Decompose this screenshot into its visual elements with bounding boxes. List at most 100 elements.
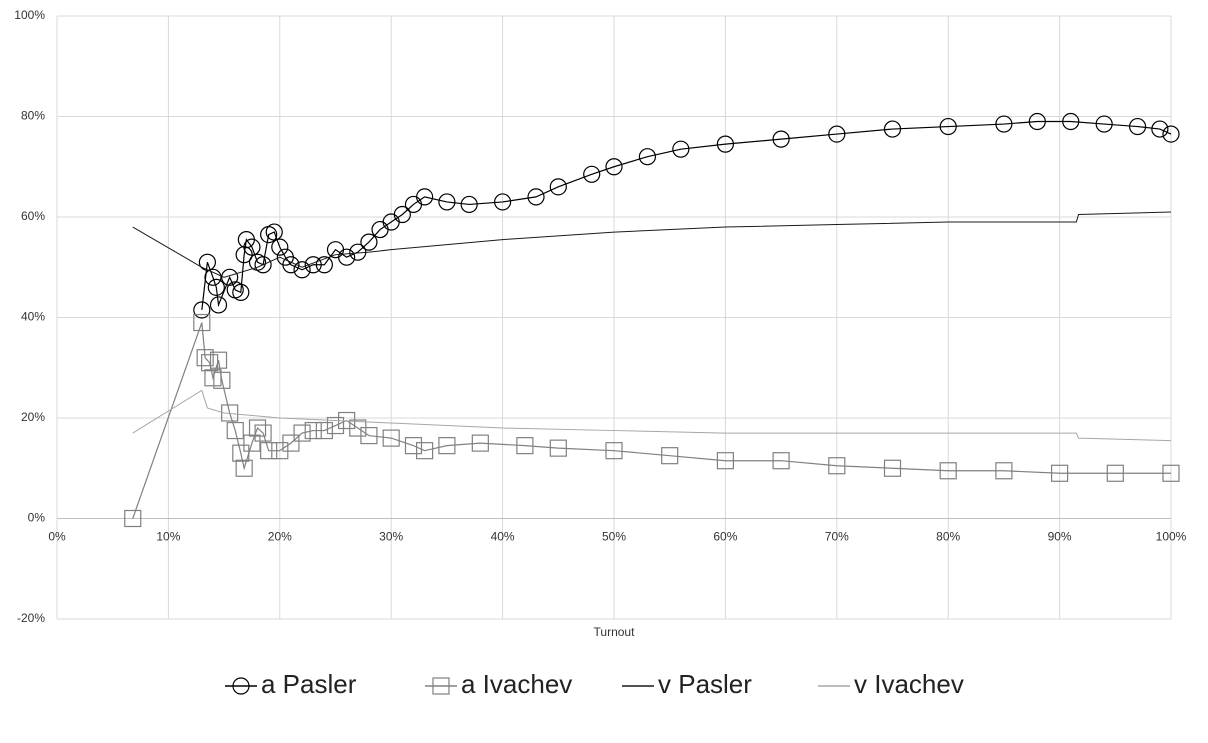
point xyxy=(1162,125,1180,143)
point xyxy=(360,426,378,445)
point xyxy=(293,424,311,442)
point xyxy=(360,233,378,251)
point xyxy=(243,238,261,256)
legend-marker xyxy=(432,677,450,695)
point xyxy=(293,261,311,279)
y-tick-label: 40% xyxy=(21,310,45,324)
legend-item: v Ivachev xyxy=(818,669,964,699)
x-tick-label: 70% xyxy=(825,530,849,544)
point xyxy=(254,424,272,442)
legend-item: a Ivachev xyxy=(425,669,572,699)
point xyxy=(605,158,623,176)
point xyxy=(1062,112,1080,131)
point xyxy=(883,459,902,477)
point xyxy=(315,421,333,440)
point xyxy=(209,351,228,369)
point xyxy=(549,178,567,196)
point xyxy=(260,442,278,460)
point xyxy=(382,429,400,447)
point xyxy=(213,371,231,389)
point xyxy=(772,452,790,470)
legend-item: v Pasler xyxy=(622,669,752,699)
point xyxy=(583,165,601,183)
point xyxy=(460,195,478,214)
point xyxy=(221,268,239,286)
point xyxy=(516,437,534,455)
point xyxy=(527,188,545,206)
point xyxy=(939,462,957,480)
point xyxy=(235,459,253,477)
legend-label: v Ivachev xyxy=(854,669,964,699)
point xyxy=(393,205,411,224)
point xyxy=(338,248,356,266)
legend-label: a Pasler xyxy=(261,669,357,699)
point xyxy=(265,223,283,241)
x-tick-label: 40% xyxy=(491,530,515,544)
point xyxy=(438,437,456,455)
x-tick-label: 10% xyxy=(156,530,180,544)
point xyxy=(209,296,228,314)
point xyxy=(243,434,261,452)
point xyxy=(1151,120,1169,138)
point xyxy=(304,256,322,274)
point xyxy=(226,421,244,440)
point xyxy=(772,130,790,148)
y-tick-label: 60% xyxy=(21,209,45,223)
y-tick-label: 0% xyxy=(28,511,46,525)
point xyxy=(248,419,267,437)
point xyxy=(828,457,846,475)
point xyxy=(828,125,846,143)
x-tick-label: 30% xyxy=(379,530,403,544)
point xyxy=(494,193,512,211)
legend-item: a Pasler xyxy=(225,669,357,699)
legend-label: v Pasler xyxy=(658,669,752,699)
point xyxy=(438,193,456,211)
point xyxy=(672,140,690,158)
point xyxy=(404,437,423,455)
x-tick-label: 80% xyxy=(936,530,960,544)
point xyxy=(416,442,434,460)
x-tick-label: 100% xyxy=(1156,530,1187,544)
point xyxy=(716,135,735,153)
point xyxy=(638,148,657,166)
x-tick-label: 60% xyxy=(713,530,737,544)
point xyxy=(304,421,322,440)
point xyxy=(883,120,902,138)
point xyxy=(1095,115,1113,133)
point xyxy=(204,268,222,286)
x-tick-label: 0% xyxy=(48,530,66,544)
x-tick-label: 20% xyxy=(268,530,292,544)
point xyxy=(716,452,735,470)
point xyxy=(201,354,219,372)
point xyxy=(1128,117,1147,136)
legend-marker xyxy=(232,677,250,695)
point xyxy=(605,442,623,460)
series-line xyxy=(132,389,1172,442)
point xyxy=(232,444,250,462)
point xyxy=(221,404,239,422)
y-tick-label: -20% xyxy=(17,611,45,625)
point xyxy=(207,278,225,296)
point xyxy=(1162,464,1180,482)
point xyxy=(416,188,434,206)
point xyxy=(282,434,300,452)
x-tick-label: 90% xyxy=(1048,530,1072,544)
point xyxy=(661,447,679,465)
point xyxy=(315,256,333,274)
point xyxy=(1106,464,1124,482)
point xyxy=(549,439,567,457)
series-line xyxy=(201,120,1172,311)
point xyxy=(124,509,142,528)
point xyxy=(193,313,211,332)
series-line xyxy=(132,211,1172,278)
point xyxy=(995,115,1013,133)
point xyxy=(471,434,489,452)
series-line xyxy=(132,322,1171,519)
point xyxy=(271,238,289,256)
point xyxy=(204,369,222,387)
point xyxy=(196,349,214,367)
x-tick-label: 50% xyxy=(602,530,626,544)
point xyxy=(939,117,957,136)
y-tick-label: 100% xyxy=(14,8,45,22)
